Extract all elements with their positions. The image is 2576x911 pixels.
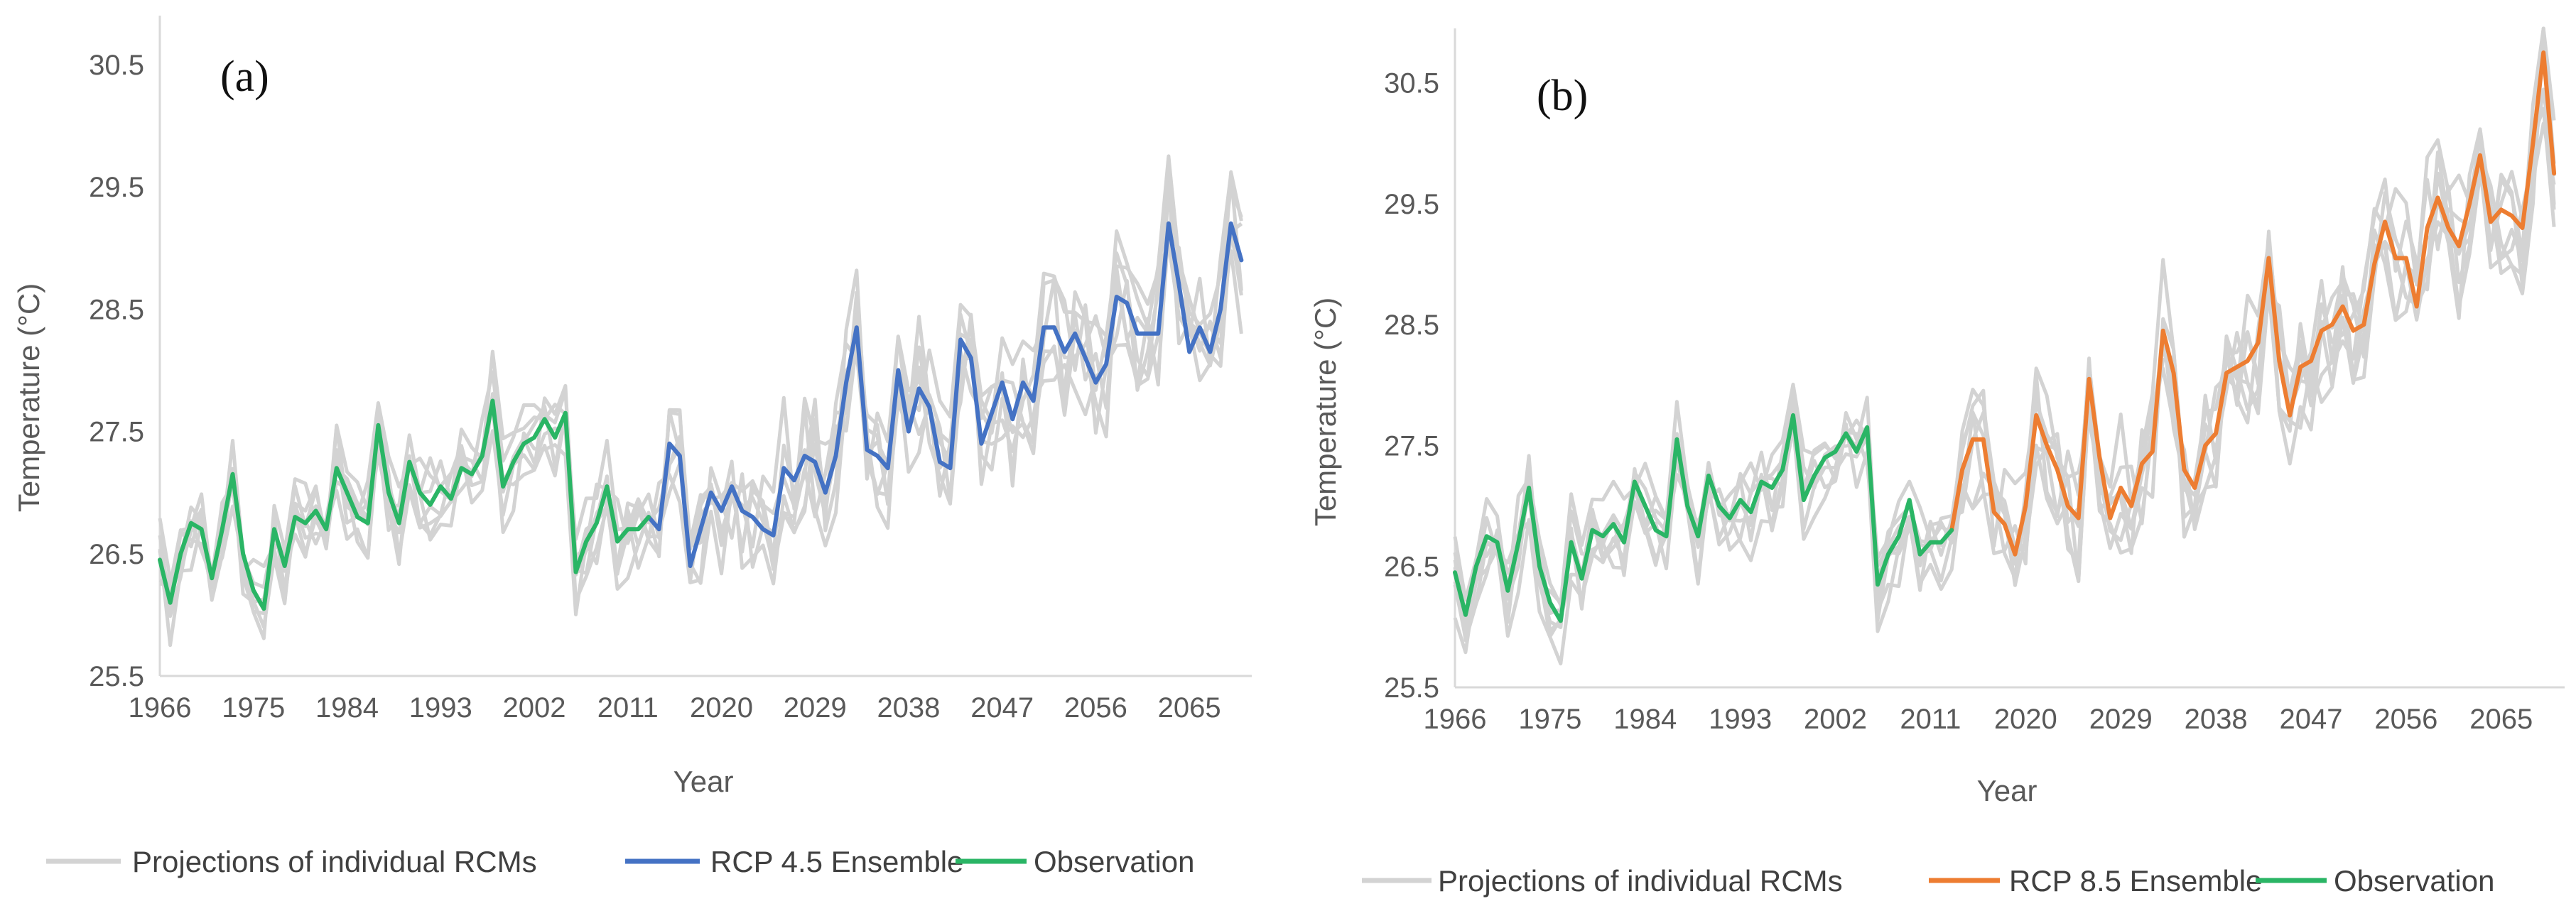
x-axis-title: Year: [673, 765, 734, 798]
x-tick-label: 1993: [1709, 704, 1772, 735]
y-tick-label: 25.5: [89, 661, 144, 692]
y-tick-label: 28.5: [1384, 310, 1439, 341]
x-axis-title: Year: [1977, 774, 2037, 807]
x-ticks: 1966 1975 1984 1993 2002 2011 2020 2029 2038 2047…: [1424, 704, 2533, 735]
y-tick-label: 27.5: [89, 417, 144, 448]
y-tick-label: 30.5: [1384, 68, 1439, 99]
y-axis-title: Temperature (°C): [12, 283, 45, 513]
x-tick-label: 2029: [784, 692, 847, 724]
rcm-projection-line: [158, 170, 1243, 595]
rcm-projection-line: [1453, 26, 2556, 629]
legend: Projections of individual RCMs RCP 4.5 E…: [46, 845, 1194, 878]
x-tick-label: 2056: [2374, 704, 2437, 735]
x-tick-label: 2065: [1158, 692, 1221, 724]
series-lines: [1453, 50, 2557, 623]
ensemble-series-line: [646, 221, 1244, 568]
x-tick-label: 2011: [1900, 704, 1961, 735]
panel-label: (b): [1537, 72, 1588, 120]
chart-panel-a: (a) 25.5 26.5 27.5 28.5 29.5 30.5 1966 1975 198…: [12, 16, 1252, 878]
x-tick-label: 2038: [2185, 704, 2248, 735]
y-tick-label: 25.5: [1384, 672, 1439, 704]
rcm-projections: [158, 154, 1243, 648]
y-tick-label: 29.5: [1384, 189, 1439, 220]
y-axis-title: Temperature (°C): [1309, 298, 1342, 527]
rcm-projection-line: [159, 170, 1243, 616]
x-tick-label: 2029: [2089, 704, 2153, 735]
y-tick-label: 30.5: [89, 50, 144, 81]
x-tick-label: 2056: [1064, 692, 1127, 724]
x-tick-label: 2038: [877, 692, 940, 724]
y-tick-label: 28.5: [89, 294, 144, 325]
x-tick-label: 1975: [222, 692, 285, 724]
observation-series-line: [158, 398, 651, 611]
x-tick-label: 2020: [690, 692, 753, 724]
x-tick-label: 1975: [1518, 704, 1581, 735]
x-tick-label: 2002: [1804, 704, 1867, 735]
y-tick-label: 26.5: [1384, 552, 1439, 583]
y-tick-label: 29.5: [89, 172, 144, 203]
legend-label-observation: Observation: [1034, 845, 1194, 878]
y-ticks: 25.5 26.5 27.5 28.5 29.5 30.5: [1384, 68, 1439, 704]
rcm-projection-line: [158, 178, 1243, 629]
legend-label-ensemble: RCP 4.5 Ensemble: [710, 845, 963, 878]
x-tick-label: 2065: [2469, 704, 2533, 735]
series-lines: [158, 221, 1244, 611]
axes: [1454, 28, 2565, 689]
ensemble-series-line: [1949, 50, 2557, 557]
y-ticks: 25.5 26.5 27.5 28.5 29.5 30.5: [89, 50, 144, 692]
legend-label-ensemble: RCP 8.5 Ensemble: [2009, 864, 2262, 898]
rcm-projection-line: [158, 229, 1243, 648]
x-tick-label: 2047: [2279, 704, 2342, 735]
x-tick-label: 1966: [129, 692, 192, 724]
observation-series-line: [1453, 413, 1954, 623]
panel-label: (a): [220, 53, 269, 101]
x-ticks: 1966 1975 1984 1993 2002 2011 2020 2029 2038 2047…: [129, 692, 1221, 724]
legend-label-rcm: Projections of individual RCMs: [132, 845, 537, 878]
rcm-projections: [1453, 26, 2556, 666]
x-tick-label: 2047: [970, 692, 1034, 724]
x-tick-label: 2020: [1994, 704, 2057, 735]
x-tick-label: 1984: [315, 692, 379, 724]
legend: Projections of individual RCMs RCP 8.5 E…: [1362, 864, 2494, 898]
x-tick-label: 1993: [409, 692, 472, 724]
legend-label-observation: Observation: [2334, 864, 2494, 898]
chart-panel-b: (b) 25.5 26.5 27.5 28.5 29.5 30.5 1966 1975 198…: [1309, 26, 2565, 898]
x-tick-label: 1966: [1424, 704, 1487, 735]
legend-label-rcm: Projections of individual RCMs: [1438, 864, 1843, 898]
y-tick-label: 27.5: [1384, 430, 1439, 462]
x-tick-label: 1984: [1613, 704, 1677, 735]
y-tick-label: 26.5: [89, 539, 144, 570]
x-tick-label: 2011: [597, 692, 659, 724]
x-tick-label: 2002: [502, 692, 565, 724]
rcm-projection-line: [158, 221, 1243, 611]
